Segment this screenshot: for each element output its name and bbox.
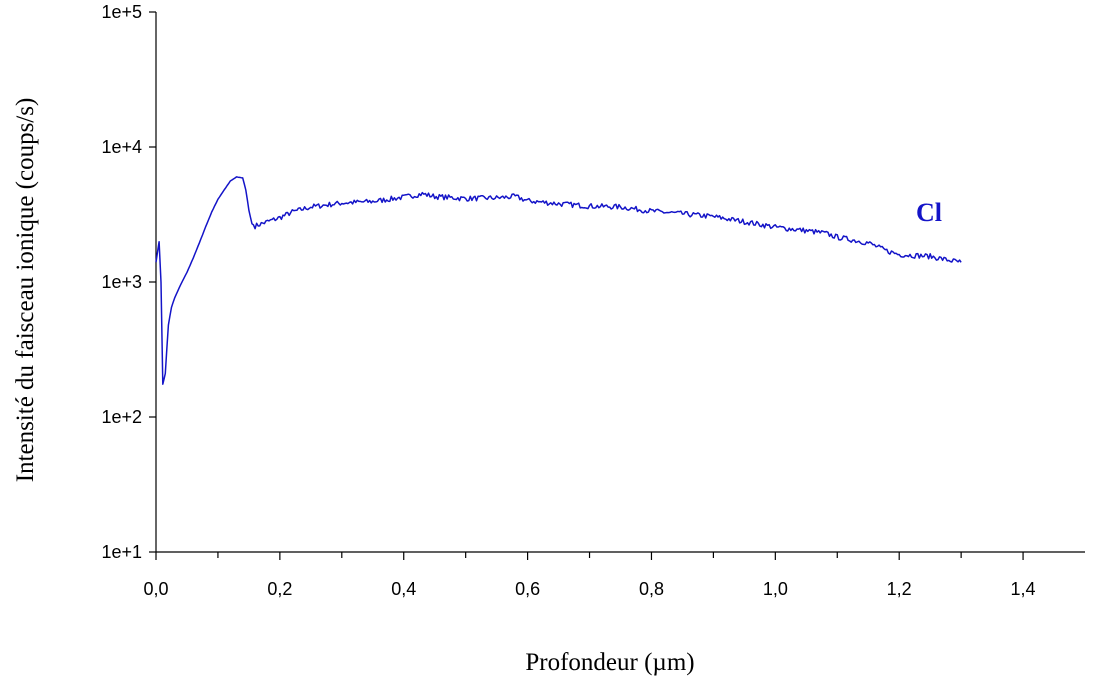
y-tick-label: 1e+2	[101, 407, 142, 427]
x-tick-label: 0,8	[639, 579, 664, 599]
y-axis-title: Intensité du faisceau ionique (coups/s)	[12, 98, 39, 483]
y-ticks: 1e+1 1e+2 1e+3 1e+4 1e+5	[101, 2, 156, 562]
annotation-layer: Cl	[916, 198, 942, 227]
x-tick-label: 1,4	[1011, 579, 1036, 599]
x-tick-label: 1,2	[887, 579, 912, 599]
series-annotation-label: Cl	[916, 198, 942, 227]
x-tick-label: 0,2	[267, 579, 292, 599]
y-tick-label: 1e+5	[101, 2, 142, 22]
x-tick-label: 1,0	[763, 579, 788, 599]
series-line-cl	[155, 176, 962, 385]
axes	[155, 12, 1085, 553]
y-tick-label: 1e+1	[101, 542, 142, 562]
x-tick-label: 0,6	[515, 579, 540, 599]
x-tick-label: 0,4	[391, 579, 416, 599]
y-tick-label: 1e+3	[101, 272, 142, 292]
x-ticks: 0,0 0,2 0,4 0,6 0,8 1,0 1,2 1,4	[143, 552, 1036, 599]
y-tick-label: 1e+4	[101, 137, 142, 157]
x-axis-title: Profondeur (µm)	[525, 649, 694, 676]
series-layer	[155, 176, 962, 385]
x-tick-label: 0,0	[143, 579, 168, 599]
